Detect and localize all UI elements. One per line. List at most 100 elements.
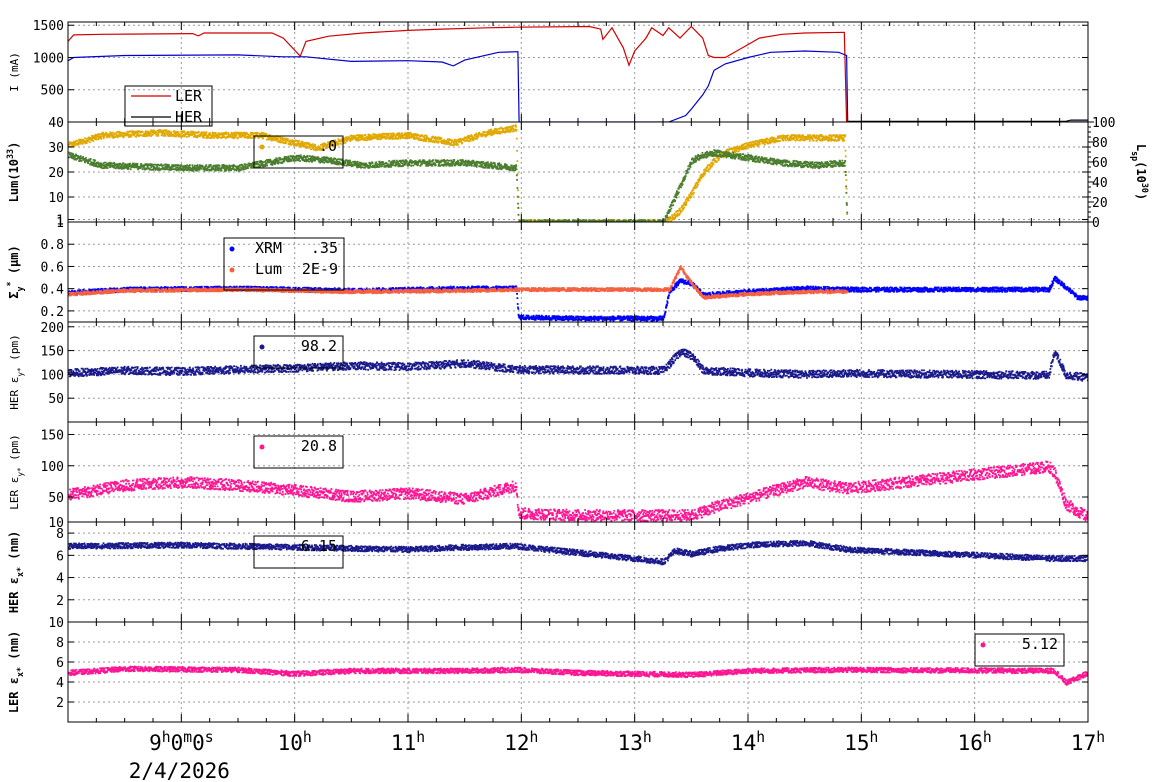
legend-value: 5.12	[1022, 635, 1058, 653]
legend-layer: LER HER .0 XRM .35 Lum 2E-9 98.2 20.8 6.15 5.12	[124, 85, 1065, 667]
y-tick-label: 10	[48, 616, 64, 631]
series-her_ex-0	[68, 539, 1088, 566]
legend-box	[974, 633, 1065, 667]
legend-value: 6.15	[301, 537, 337, 555]
series-sigma-1	[68, 265, 849, 300]
legend-ler_ex: 5.12	[974, 633, 1065, 667]
y-tick-label: 0.6	[41, 260, 64, 275]
series-line	[847, 119, 1088, 122]
y-tick-label: 8	[56, 636, 64, 651]
legend-sigma: XRM .35 Lum 2E-9	[223, 237, 345, 291]
legend-swatch	[229, 267, 235, 273]
series-layer	[68, 25, 1088, 686]
y-tick-label: 500	[41, 84, 64, 99]
y-axis-label-ler_ex: LER εx* (nm)	[7, 631, 25, 713]
y-tick-label: 0.2	[41, 305, 64, 320]
series-luminosity-0	[68, 124, 849, 222]
legend-luminosity: .0	[253, 135, 344, 169]
y-tick-label: 1	[56, 214, 64, 229]
x-tick-label: 14h	[731, 729, 765, 756]
panel-frame-her_ex	[67, 521, 1089, 623]
y-tick-label: 4	[56, 676, 64, 691]
legend-swatch	[259, 544, 265, 550]
x-tick-label: 16h	[958, 729, 992, 756]
series-dots	[68, 665, 1088, 686]
y-axis-label-current: I (mA)	[8, 52, 21, 92]
y-axis-label-her_ey: HER εy* (pm)	[8, 334, 25, 410]
x-tick-label: 15h	[844, 729, 878, 756]
legend-label: XRM	[255, 239, 282, 257]
series-dots	[68, 275, 1088, 322]
y-tick-label: 1500	[33, 19, 64, 34]
series-dots	[68, 265, 849, 300]
y-tick-label: 8	[56, 527, 64, 542]
series-line	[68, 25, 1088, 122]
legend-her_ey: 98.2	[253, 335, 344, 369]
legend-box	[253, 435, 344, 469]
series-sigma-0	[68, 275, 1088, 322]
y-tick-label: 150	[41, 429, 64, 444]
legend-label: Lum	[255, 260, 282, 278]
y-tick-label: 0.8	[41, 238, 64, 253]
y-tick-label: 2	[56, 696, 64, 711]
legend-box	[124, 85, 213, 127]
legend-her_ex: 6.15	[253, 535, 344, 569]
y-tick-label: 200	[41, 321, 64, 336]
y-tick-label: 10	[48, 191, 64, 206]
x-tick-label: 17h	[1071, 729, 1105, 756]
y2-tick-label: 60	[1092, 156, 1108, 171]
x-tick-label: 11h	[391, 729, 425, 756]
y-tick-label: 6	[56, 549, 64, 564]
y-tick-label: 100	[41, 460, 64, 475]
series-current-2	[847, 119, 1088, 122]
legend-box	[253, 535, 344, 569]
series-her_ey-0	[68, 348, 1088, 382]
legend-box	[253, 335, 344, 369]
x-tick-label: 9h0m0s	[149, 729, 214, 756]
series-dots	[68, 348, 1088, 382]
y2-axis-label-luminosity: Lsp(1030)	[1130, 144, 1150, 200]
y-tick-label: 40	[48, 116, 64, 131]
y2-tick-label: 40	[1092, 176, 1108, 191]
series-ler_ex-0	[68, 665, 1088, 686]
y-tick-label: 1000	[33, 51, 64, 66]
legend-value: .35	[311, 239, 338, 257]
date-label: 2/4/2026	[129, 759, 230, 782]
series-current-1	[68, 50, 1088, 122]
y-axis-label-her_ex: HER εx* (nm)	[7, 531, 25, 613]
y-tick-label: 0.4	[41, 283, 65, 298]
panel-frame-ler_ey	[67, 421, 1089, 523]
legend-value: 2E-9	[302, 260, 338, 278]
y2-tick-label: 20	[1092, 196, 1108, 211]
series-current-0	[68, 25, 1088, 122]
y2-tick-label: 100	[1092, 116, 1115, 131]
legend-swatch	[980, 642, 986, 648]
y-tick-label: 2	[56, 594, 64, 609]
y-tick-label: 6	[56, 656, 64, 671]
series-ler_ey-0	[68, 460, 1088, 522]
series-luminosity-1	[68, 149, 849, 222]
y2-tick-label: 80	[1092, 136, 1108, 151]
legend-label: HER	[175, 108, 203, 126]
legend-current: LER HER	[124, 85, 213, 127]
series-dots	[68, 539, 1088, 566]
y-tick-label: 1	[56, 216, 64, 231]
legend-value: 20.8	[301, 437, 337, 455]
series-line	[68, 50, 1088, 122]
y-tick-label: 4	[56, 572, 64, 587]
legend-swatch	[259, 344, 265, 350]
y-tick-label: 100	[41, 368, 64, 383]
y-tick-label: 150	[41, 345, 64, 360]
series-dots	[68, 460, 1088, 522]
y-tick-label: 50	[48, 491, 64, 506]
legend-swatch	[259, 444, 265, 450]
legend-value: .0	[319, 137, 337, 155]
x-tick-label: 13h	[618, 729, 652, 756]
panel-frame-current	[67, 21, 1089, 123]
legend-swatch	[229, 246, 235, 252]
y2-tick-label: 0	[1092, 216, 1100, 231]
series-dots	[68, 149, 849, 222]
legend-label: LER	[175, 87, 203, 105]
